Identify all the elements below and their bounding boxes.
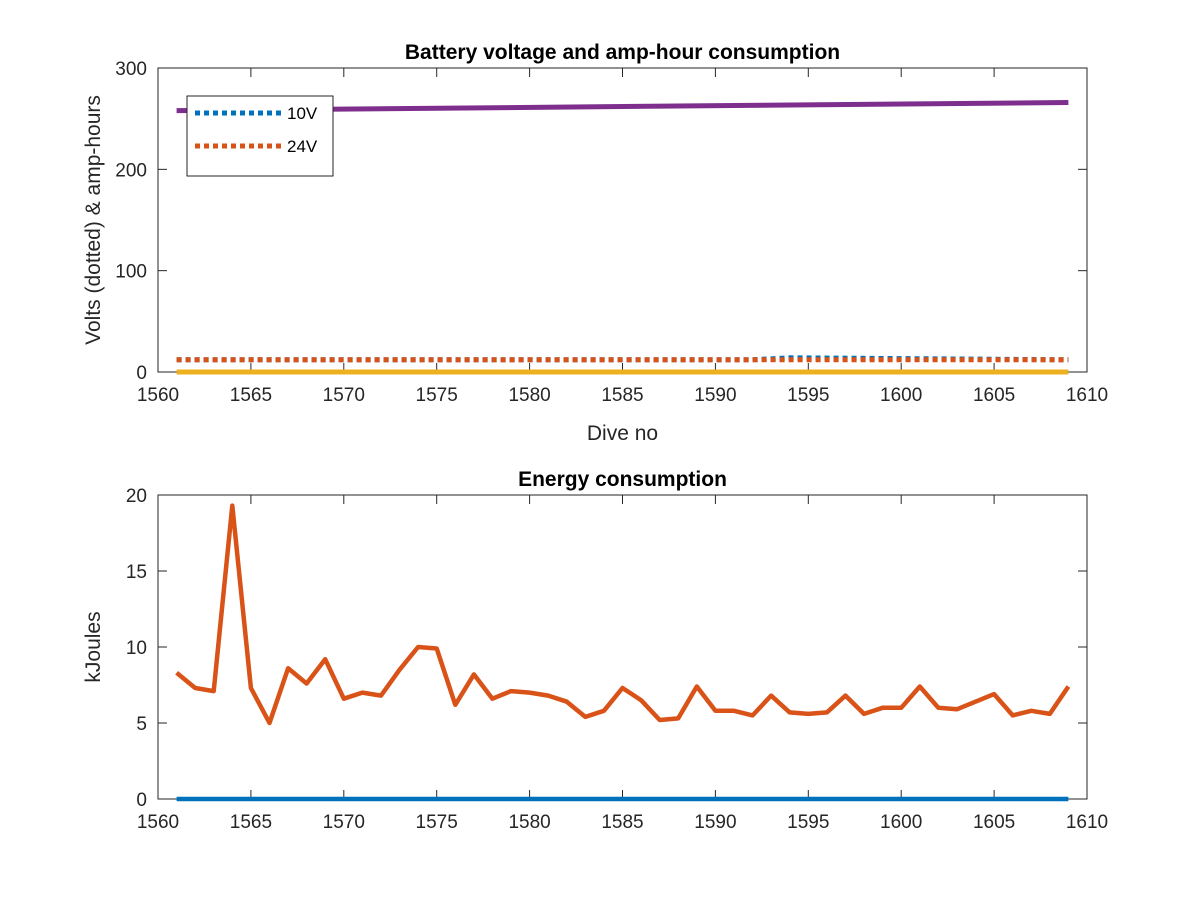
- x-tick-label: 1590: [694, 385, 736, 406]
- x-tick-label: 1570: [323, 812, 365, 833]
- y-tick-label: 15: [126, 562, 147, 583]
- y-tick-label: 100: [115, 262, 147, 283]
- x-tick-label: 1560: [137, 385, 179, 406]
- x-tick-label: 1575: [416, 385, 458, 406]
- legend-label: 24V: [287, 137, 318, 156]
- x-tick-label: 1605: [973, 812, 1015, 833]
- x-tick-label: 1575: [416, 812, 458, 833]
- y-tick-label: 200: [115, 160, 147, 181]
- battery-voltage-chart: 1560 1565 1570 1575 1580 1585 1590 1595 1600 1605…: [82, 41, 1108, 445]
- x-tick-label: 1595: [787, 385, 829, 406]
- x-tick-label: 1565: [230, 385, 272, 406]
- y-axis-label: Volts (dotted) & amp-hours: [82, 95, 105, 345]
- legend-box: [186, 95, 334, 177]
- x-tick-label: 1585: [601, 385, 643, 406]
- legend-label: 10V: [287, 104, 318, 123]
- chart-title: Battery voltage and amp-hour consumption: [405, 41, 840, 64]
- x-axis-label: Dive no: [587, 422, 658, 445]
- x-tick-label: 1610: [1066, 812, 1108, 833]
- x-tick-label: 1565: [230, 812, 272, 833]
- energy-consumption-chart: 1560 1565 1570 1575 1580 1585 1590 1595 1600 1605…: [82, 468, 1108, 833]
- x-tick-label: 1595: [787, 812, 829, 833]
- y-tick-label: 20: [126, 486, 147, 507]
- y-tick-label: 5: [136, 714, 147, 735]
- x-tick-label: 1600: [880, 385, 922, 406]
- x-tick-label: 1590: [694, 812, 736, 833]
- y-tick-label: 0: [136, 790, 147, 811]
- x-tick-label: 1605: [973, 385, 1015, 406]
- y-axis-label: kJoules: [82, 611, 105, 682]
- y-tick-label: 300: [115, 59, 147, 80]
- plot-area: [157, 494, 1088, 800]
- series-line-1: [175, 503, 1071, 726]
- legend: 10V 24V: [186, 95, 334, 177]
- x-tick-label: 1560: [137, 812, 179, 833]
- x-tick-label: 1610: [1066, 385, 1108, 406]
- x-tick-label: 1585: [601, 812, 643, 833]
- x-tick-label: 1570: [323, 385, 365, 406]
- x-tick-label: 1580: [508, 385, 550, 406]
- x-tick-label: 1580: [508, 812, 550, 833]
- y-tick-label: 10: [126, 638, 147, 659]
- x-tick-label: 1600: [880, 812, 922, 833]
- y-tick-label: 0: [136, 363, 147, 384]
- chart-title: Energy consumption: [518, 468, 727, 491]
